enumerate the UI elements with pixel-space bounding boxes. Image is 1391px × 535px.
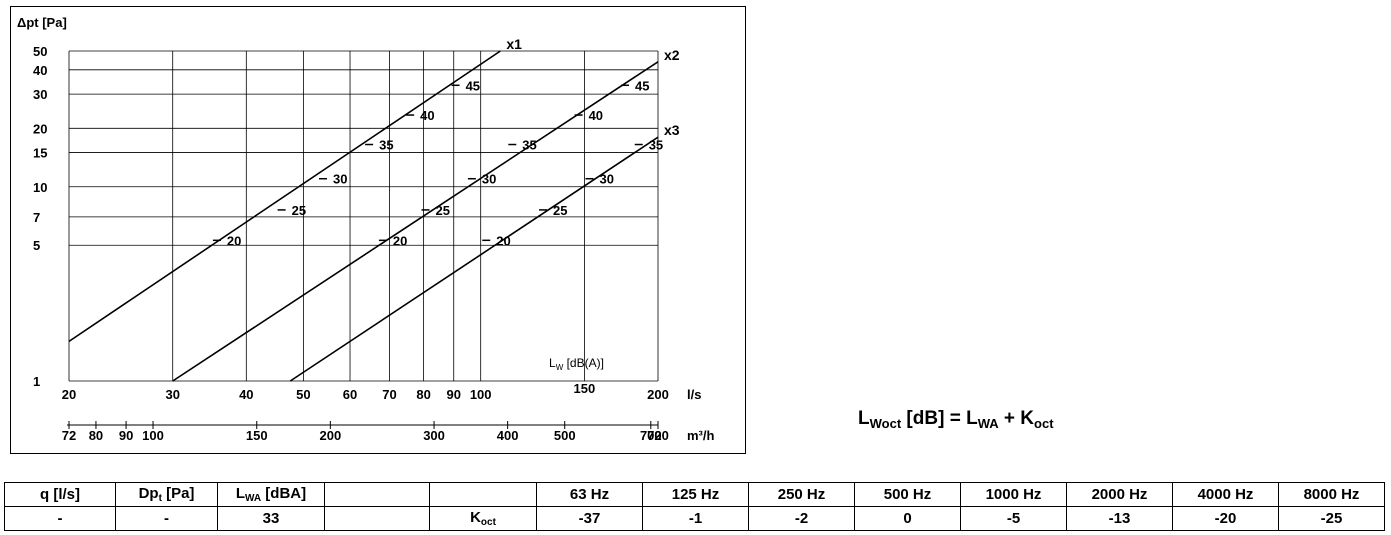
koct-value: -5: [960, 506, 1067, 531]
koct-value: -20: [1172, 506, 1279, 531]
lw-mark-label: 30: [333, 172, 347, 187]
koct-value: 0: [854, 506, 961, 531]
x-tick-label: 20: [62, 387, 76, 402]
x2-tick-label: 720: [647, 428, 669, 443]
band-header: 500 Hz: [854, 482, 961, 507]
lw-mark-label: 20: [496, 233, 510, 248]
lw-mark-label: 35: [379, 138, 393, 153]
header-lwa: LWA [dBA]: [217, 482, 325, 507]
series-line-x2: [172, 61, 659, 382]
lw-mark-label: 40: [589, 108, 603, 123]
x2-tick-label: 80: [89, 428, 103, 443]
chart-frame: 1 5 7 10 15 20 30 40 50 20 30 40 50 60 70 80 90 100 150 200…: [10, 6, 746, 454]
koct-value: -37: [536, 506, 643, 531]
band-header: 125 Hz: [642, 482, 749, 507]
x2-axis-label: m³/h: [687, 428, 715, 443]
lw-mark-label: 20: [227, 233, 241, 248]
x-tick-label: 50: [296, 387, 310, 402]
x2-tick-label: 72: [62, 428, 76, 443]
value-q: -: [4, 506, 116, 531]
lw-mark-label: 25: [435, 203, 449, 218]
x-axis-label: l/s: [687, 387, 701, 402]
series-label-x2: x2: [664, 47, 680, 63]
empty-cell: [324, 506, 430, 531]
lw-mark-label: 45: [466, 78, 480, 93]
y-tick-label: 50: [33, 44, 47, 59]
x2-tick-label: 400: [497, 428, 519, 443]
x-tick-label: 200: [647, 387, 669, 402]
x2-tick-label: 700: [640, 428, 662, 443]
band-header: 8000 Hz: [1278, 482, 1385, 507]
data-table: q [l/s] Dpt [Pa] LWA [dBA] 63 Hz 125 Hz …: [4, 482, 1385, 531]
x-tick-label: 70: [382, 387, 396, 402]
band-header: 2000 Hz: [1066, 482, 1173, 507]
x-tick-label: 80: [416, 387, 430, 402]
y-tick-label: 5: [33, 238, 40, 253]
band-header: 250 Hz: [748, 482, 855, 507]
band-header: 63 Hz: [536, 482, 643, 507]
x2-tick-label: 90: [119, 428, 133, 443]
x-tick-label: 40: [239, 387, 253, 402]
empty-cell: [429, 482, 537, 507]
koct-value: -2: [748, 506, 855, 531]
lw-mark-label: 45: [635, 78, 649, 93]
y-tick-label: 40: [33, 63, 47, 78]
y-tick-label: 20: [33, 121, 47, 136]
y-axis-label: Δpt [Pa]: [17, 15, 67, 30]
lw-mark-label: 40: [420, 108, 434, 123]
koct-value: -1: [642, 506, 749, 531]
formula: LWoct [dB] = LWA + Koct: [858, 408, 1054, 431]
empty-cell: [324, 482, 430, 507]
series-label-x1: x1: [506, 36, 522, 52]
series-line-x3: [289, 136, 659, 382]
formula-rhs-lwa: LWA: [966, 408, 999, 431]
table-value-row: - - 33 Koct -37 -1 -2 0 -5 -13 -20 -25: [4, 506, 1385, 531]
x2-tick-label: 500: [554, 428, 576, 443]
x2-tick-label: 200: [319, 428, 341, 443]
koct-label: Koct: [429, 506, 537, 531]
header-dp: Dpt [Pa]: [115, 482, 218, 507]
x2-tick-label: 300: [423, 428, 445, 443]
y-tick-label: 30: [33, 87, 47, 102]
formula-lhs: LWoct: [858, 408, 902, 431]
lw-mark-label: 30: [482, 172, 496, 187]
y-tick-label: 7: [33, 210, 40, 225]
x2-tick-label: 150: [246, 428, 268, 443]
lw-mark-label: 25: [292, 203, 306, 218]
band-header: 4000 Hz: [1172, 482, 1279, 507]
koct-value: -13: [1066, 506, 1173, 531]
koct-value: -25: [1278, 506, 1385, 531]
x2-tick-label: 100: [142, 428, 164, 443]
lw-mark-label: 20: [393, 233, 407, 248]
value-lwa: 33: [217, 506, 325, 531]
lw-annotation: LW [dB(A)]: [549, 356, 604, 372]
series-label-x3: x3: [664, 122, 680, 138]
table-header-row: q [l/s] Dpt [Pa] LWA [dBA] 63 Hz 125 Hz …: [4, 482, 1385, 507]
x-tick-label: 30: [165, 387, 179, 402]
band-header: 1000 Hz: [960, 482, 1067, 507]
lw-mark-label: 35: [649, 138, 663, 153]
header-q: q [l/s]: [4, 482, 116, 507]
series-line-x1: [68, 50, 501, 343]
lw-mark-label: 25: [553, 203, 567, 218]
lw-mark-label: 30: [599, 172, 613, 187]
value-dp: -: [115, 506, 218, 531]
x-tick-label: 100: [470, 387, 492, 402]
lw-mark-label: 35: [522, 138, 536, 153]
y-tick-label: 15: [33, 146, 47, 161]
x-tick-label: 90: [447, 387, 461, 402]
formula-rhs-koct: Koct: [1020, 408, 1054, 431]
y-tick-label: 10: [33, 180, 47, 195]
x-tick-label: 60: [343, 387, 357, 402]
x-tick-label: 150: [574, 381, 596, 396]
y-tick-label: 1: [33, 374, 40, 389]
